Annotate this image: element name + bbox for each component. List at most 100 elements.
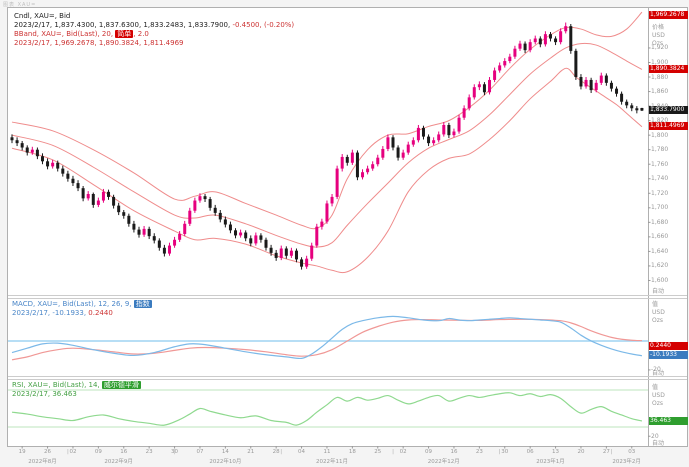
date-tick-label: 09 [425,449,433,455]
rsi-axis-auto[interactable]: 自动 [652,440,665,447]
candle-legend-line2: 2023/2/17, 1,837.4300, 1,837.6300, 1,833… [14,21,294,30]
macd-series-label: MACD, XAU=, Bid(Last), 12, 26, 9, [12,300,134,308]
date-tick-label: 04 [298,449,306,455]
date-tick-label: 26 [44,449,52,455]
date-tick-label: 06 [526,449,534,455]
axis-title-value: 值 [652,384,659,391]
date-tick-label: 02 [69,449,77,455]
macd-ma-type-chip[interactable]: 指数 [133,300,152,308]
axis-tick-label: 1,920 [651,44,669,52]
axis-tick-label: 1,680 [651,218,669,226]
axis-tick-label: 1,600 [651,276,669,284]
axis-tick-label: 1,780 [651,146,669,154]
axis-tick-label: 20 [651,432,659,440]
axis-title-currency: USD [652,392,665,399]
month-boundary-mark: | [498,449,501,455]
date-tick-label: 03 [628,449,636,455]
date-tick-label: 02 [399,449,407,455]
date-tick-label: 25 [374,449,382,455]
axis-tick-label: 1,620 [651,262,669,270]
axis-title-value: 值 [652,301,659,308]
date-tick-label: 20 [577,449,585,455]
date-tick-label: 23 [145,449,153,455]
date-tick-label: 07 [196,449,204,455]
month-label: 2022年9月 [104,459,133,465]
macd-legend-line1: MACD, XAU=, Bid(Last), 12, 26, 9, 指数 [12,300,152,309]
rsi-axis-title: 值 USD Ozs [652,384,665,408]
axis-tick-label: 1,720 [651,189,669,197]
date-tick-label: 11 [323,449,331,455]
candle-series-label: Cndl, XAU=, Bid [14,12,71,20]
date-tick-label: 21 [247,449,255,455]
macd-signal-value: 0.2440 [88,309,113,317]
date-tick-label: 19 [18,449,26,455]
axis-tick-label: 1,660 [651,233,669,241]
price-pane-legend: Cndl, XAU=, Bid 2023/2/17, 1,837.4300, 1… [14,12,294,48]
axis-tick-label: 1,900 [651,58,669,66]
price-axis-auto[interactable]: 自动 [652,288,665,295]
rsi-series-label: RSI, XAU=, Bid(Last), 14, [12,381,102,389]
candle-legend-line1: Cndl, XAU=, Bid [14,12,294,21]
axis-tick-label: 1,860 [651,88,669,96]
rsi-value: 2023/2/17, 36.463 [12,390,77,398]
axis-title-currency: USD [652,309,665,316]
macd-value: -10.1933, [52,309,89,317]
date-tick-label: 28 [272,449,280,455]
month-label: 2022年11月 [316,459,349,465]
date-tick-label: 30 [501,449,509,455]
date-tick-label: 14 [221,449,229,455]
month-label: 2023年2月 [612,459,641,465]
bband-deviation: , 2.0 [133,30,149,38]
month-label: 2022年10月 [209,459,242,465]
bband-series-label: BBand, XAU=, Bid(Last), 20, [14,30,116,38]
axis-title-unit: Ozs [652,400,663,407]
bband-legend-line1: BBand, XAU=, Bid(Last), 20, 简单, 2.0 [14,30,294,39]
axis-title-unit: Ozs [652,317,663,324]
macd-axis-auto[interactable]: 自动 [652,370,665,377]
axis-tick-label: 1,820 [651,117,669,125]
macd-axis-title: 值 USD Ozs [652,301,665,325]
macd-pane [8,315,648,361]
month-boundary-mark: | [610,449,613,455]
ohlc-values: 2023/2/17, 1,837.4300, 1,837.6300, 1,833… [14,21,233,29]
macd-legend-line2: 2023/2/17, -10.1933, 0.2440 [12,309,152,318]
date-tick-label: 18 [348,449,356,455]
axis-tick-label: 1,740 [651,175,669,183]
rsi-pane-legend: RSI, XAU=, Bid(Last), 14, 威尔德平滑 2023/2/1… [12,381,141,399]
price-axis-title: 价格 USD Ozs [652,24,665,48]
macd-pane-legend: MACD, XAU=, Bid(Last), 12, 26, 9, 指数 202… [12,300,152,318]
date-tick-label: 27 [602,449,610,455]
rsi-smoothing-chip[interactable]: 威尔德平滑 [101,381,141,389]
chart-frame [7,7,688,447]
date-tick-label: 30 [171,449,179,455]
macd-signal-badge: 0.2440 [649,342,688,350]
month-boundary-mark: | [173,449,176,455]
month-label: 2022年8月 [28,459,57,465]
axis-tick-label: 1,760 [651,160,669,168]
net-change-value: -0.4500, (-0.20%) [232,21,295,29]
month-boundary-mark: | [280,449,283,455]
upper-band-badge: 1,969.2678 [649,11,688,19]
month-boundary-mark: | [66,449,69,455]
axis-tick-label: 1,840 [651,102,669,110]
month-label: 2023年1月 [536,459,565,465]
axis-title-price: 价格 [652,24,665,31]
macd-date: 2023/2/17, [12,309,53,317]
axis-tick-label: 1,800 [651,131,669,139]
macd-value-badge: -10.1933 [649,351,688,359]
axis-title-unit: Ozs [652,40,663,47]
month-label: 2022年12月 [427,459,460,465]
month-boundary-mark: | [392,449,394,455]
bband-values: 2023/2/17, 1,969.2678, 1,890.3824, 1,811… [14,39,184,47]
rsi-pane [8,389,648,428]
rsi-legend-line1: RSI, XAU=, Bid(Last), 14, 威尔德平滑 [12,381,141,390]
bband-ma-type-chip[interactable]: 简单 [115,30,134,38]
axis-tick-label: 1,880 [651,73,669,81]
bband-legend-line2: 2023/2/17, 1,969.2678, 1,890.3824, 1,811… [14,39,294,48]
window-note: 图表 XAU= [3,2,37,8]
axis-tick-label: -20 [651,366,661,374]
lower-band-badge: 1,811.4969 [649,122,688,130]
date-tick-label: 13 [552,449,560,455]
